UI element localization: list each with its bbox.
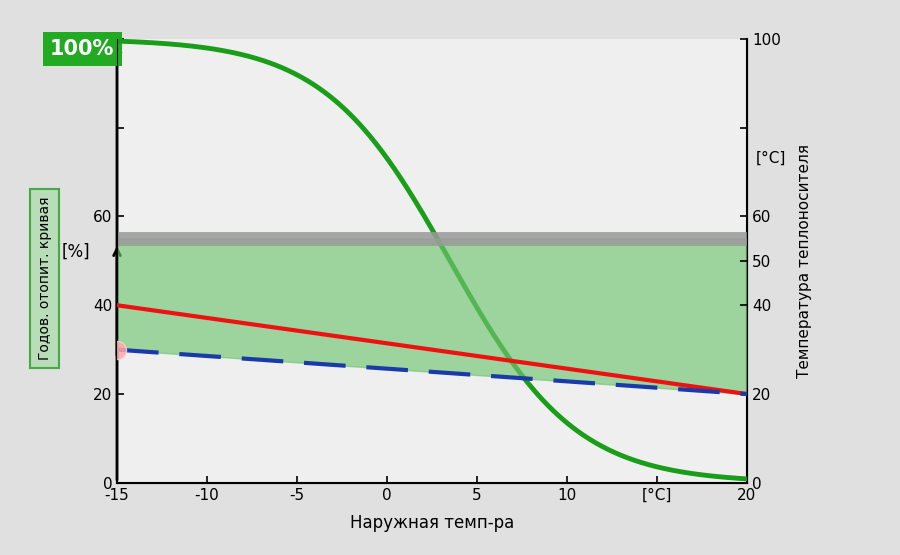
Text: Годов. отопит. кривая: Годов. отопит. кривая — [38, 197, 51, 360]
Text: 100%: 100% — [50, 39, 114, 59]
Text: [°C]: [°C] — [755, 151, 786, 166]
Y-axis label: [%]: [%] — [62, 243, 90, 261]
Y-axis label: Температура теплоносителя: Температура теплоносителя — [797, 144, 813, 378]
X-axis label: Наружная темп-ра: Наружная темп-ра — [350, 514, 514, 532]
